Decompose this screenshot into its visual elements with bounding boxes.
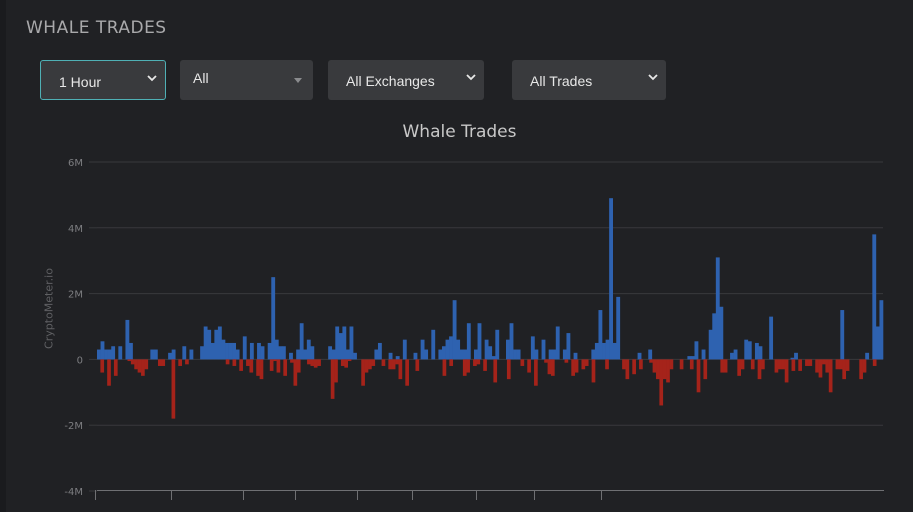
svg-text:4M: 4M [68,224,83,235]
exchange-value: All Exchanges [346,73,435,89]
timeframe-value: 1 Hour [59,74,102,90]
exchange-select[interactable]: All Exchanges [328,60,484,100]
x-axis [95,490,884,500]
y-gridlines [97,161,883,426]
chevron-down-icon [648,74,658,81]
page-title: WHALE TRADES [26,18,167,38]
y-axis-label: CryptoMeter.io [42,268,56,349]
asset-value: All [193,70,209,86]
chevron-down-icon [147,75,157,82]
svg-text:2M: 2M [68,290,83,301]
chevron-down-icon [466,74,476,81]
asset-select[interactable]: All [180,60,313,100]
trade-type-select[interactable]: All Trades [512,60,666,100]
chart-title: Whale Trades [402,122,517,142]
y-axis-ticks: 6M 4M 2M 0 -2M -4M [64,158,97,498]
svg-text:6M: 6M [68,158,83,169]
svg-text:-2M: -2M [64,421,83,432]
left-edge-strip [0,0,6,512]
svg-text:-4M: -4M [64,487,83,498]
trade-type-value: All Trades [530,73,593,89]
caret-down-icon [294,78,302,83]
svg-text:0: 0 [77,355,83,366]
timeframe-select[interactable]: 1 Hour [40,60,166,100]
bars [97,198,884,419]
